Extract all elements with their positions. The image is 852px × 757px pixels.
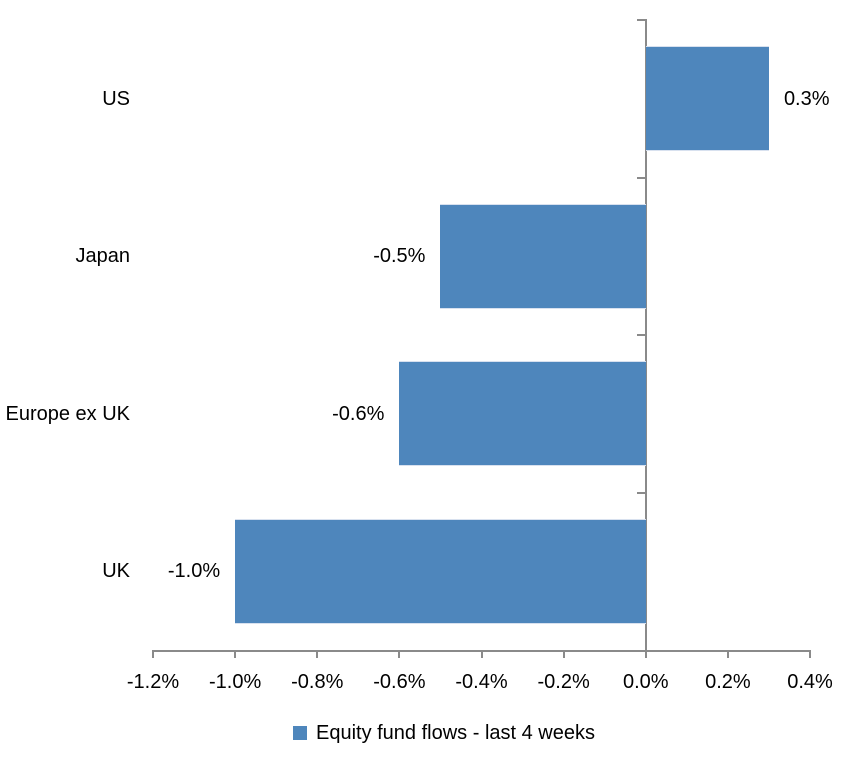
category-label-uk: UK (102, 560, 130, 583)
x-tick-label: -0.6% (373, 671, 426, 693)
x-tick-label: -1.2% (126, 671, 180, 693)
data-label-europe-ex-uk: -0.6% (332, 402, 385, 425)
data-label-uk: -1.0% (167, 560, 221, 583)
x-tick-label: 0.2% (705, 671, 751, 693)
x-axis-tick (152, 650, 154, 658)
x-axis-tick (809, 650, 811, 658)
category-label-japan: Japan (75, 245, 131, 268)
category-axis-tick (636, 491, 645, 494)
bar-europe-ex-uk (399, 361, 646, 467)
category-axis-tick (636, 19, 645, 21)
x-tick-label: -0.4% (455, 671, 508, 693)
x-axis-tick (480, 650, 483, 658)
x-tick-label: -0.2% (537, 671, 590, 693)
x-axis-tick (644, 650, 647, 658)
bar-uk (235, 518, 646, 624)
x-axis-tick (398, 650, 401, 658)
legend-marker (292, 726, 307, 740)
x-axis-tick (726, 650, 729, 658)
bar-us (645, 46, 769, 152)
x-tick-label: -1.0% (209, 671, 262, 693)
category-label-us: US (102, 87, 130, 110)
data-label-japan: -0.5% (373, 245, 426, 268)
category-axis-tick (636, 334, 645, 336)
category-label-europe-ex-uk: Europe ex UK (5, 402, 130, 425)
x-axis-tick (562, 650, 565, 658)
legend-label: Equity fund flows - last 4 weeks (315, 722, 595, 744)
bar-japan (440, 203, 646, 309)
category-axis-tick (636, 176, 645, 179)
value-axis-line (644, 19, 647, 658)
x-axis-tick (234, 650, 237, 658)
data-label-us: 0.3% (783, 87, 830, 110)
x-tick-label: 0.0% (622, 671, 669, 693)
x-tick-label: 0.4% (787, 671, 833, 693)
x-axis-tick (316, 650, 319, 658)
legend: Equity fund flows - last 4 weeks (0, 715, 852, 751)
x-tick-label: -0.8% (291, 671, 344, 693)
